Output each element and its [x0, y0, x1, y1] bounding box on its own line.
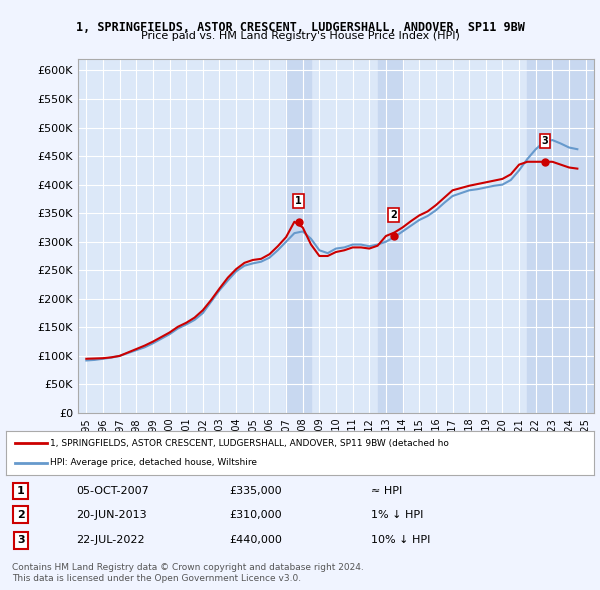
Text: 3: 3	[542, 136, 548, 146]
Text: 2: 2	[391, 210, 397, 220]
Text: Contains HM Land Registry data © Crown copyright and database right 2024.
This d: Contains HM Land Registry data © Crown c…	[12, 563, 364, 583]
Text: 20-JUN-2013: 20-JUN-2013	[77, 510, 147, 520]
Bar	[377, 59, 403, 413]
Text: HPI: Average price, detached house, Wiltshire: HPI: Average price, detached house, Wilt…	[50, 458, 257, 467]
Text: 3: 3	[17, 535, 25, 545]
Text: 1: 1	[295, 196, 302, 206]
Text: Price paid vs. HM Land Registry's House Price Index (HPI): Price paid vs. HM Land Registry's House …	[140, 31, 460, 41]
Text: 1, SPRINGFIELDS, ASTOR CRESCENT, LUDGERSHALL, ANDOVER, SP11 9BW: 1, SPRINGFIELDS, ASTOR CRESCENT, LUDGERS…	[76, 21, 524, 34]
Text: 1: 1	[17, 486, 25, 496]
Text: 22-JUL-2022: 22-JUL-2022	[77, 535, 145, 545]
Text: 1% ↓ HPI: 1% ↓ HPI	[371, 510, 423, 520]
Text: 2: 2	[17, 510, 25, 520]
Text: ≈ HPI: ≈ HPI	[371, 486, 402, 496]
Text: 1, SPRINGFIELDS, ASTOR CRESCENT, LUDGERSHALL, ANDOVER, SP11 9BW (detached ho: 1, SPRINGFIELDS, ASTOR CRESCENT, LUDGERS…	[50, 438, 449, 448]
Text: £440,000: £440,000	[229, 535, 283, 545]
Text: £335,000: £335,000	[229, 486, 282, 496]
Text: 10% ↓ HPI: 10% ↓ HPI	[371, 535, 430, 545]
Bar	[286, 59, 311, 413]
Bar	[527, 59, 594, 413]
Text: 05-OCT-2007: 05-OCT-2007	[77, 486, 149, 496]
Text: £310,000: £310,000	[229, 510, 282, 520]
